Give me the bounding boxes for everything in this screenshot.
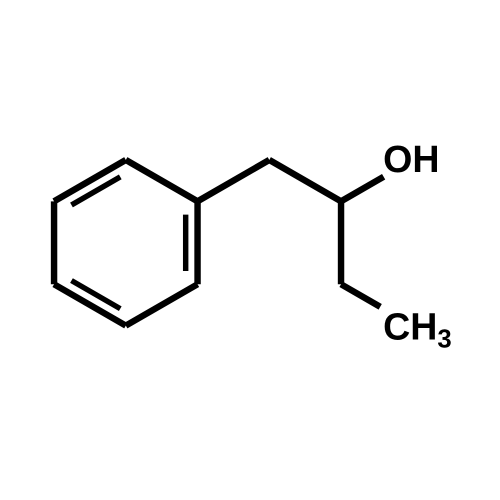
atom-label: OH <box>383 138 439 180</box>
bond <box>126 160 198 201</box>
bond <box>341 177 384 202</box>
chemical-structure: OH CH3 <box>0 0 500 500</box>
bond <box>198 160 270 201</box>
bond <box>126 284 198 325</box>
bond <box>71 281 120 309</box>
bond <box>341 284 380 307</box>
bond <box>71 177 120 205</box>
atom-label: CH3 <box>383 305 452 353</box>
bond <box>269 160 341 201</box>
